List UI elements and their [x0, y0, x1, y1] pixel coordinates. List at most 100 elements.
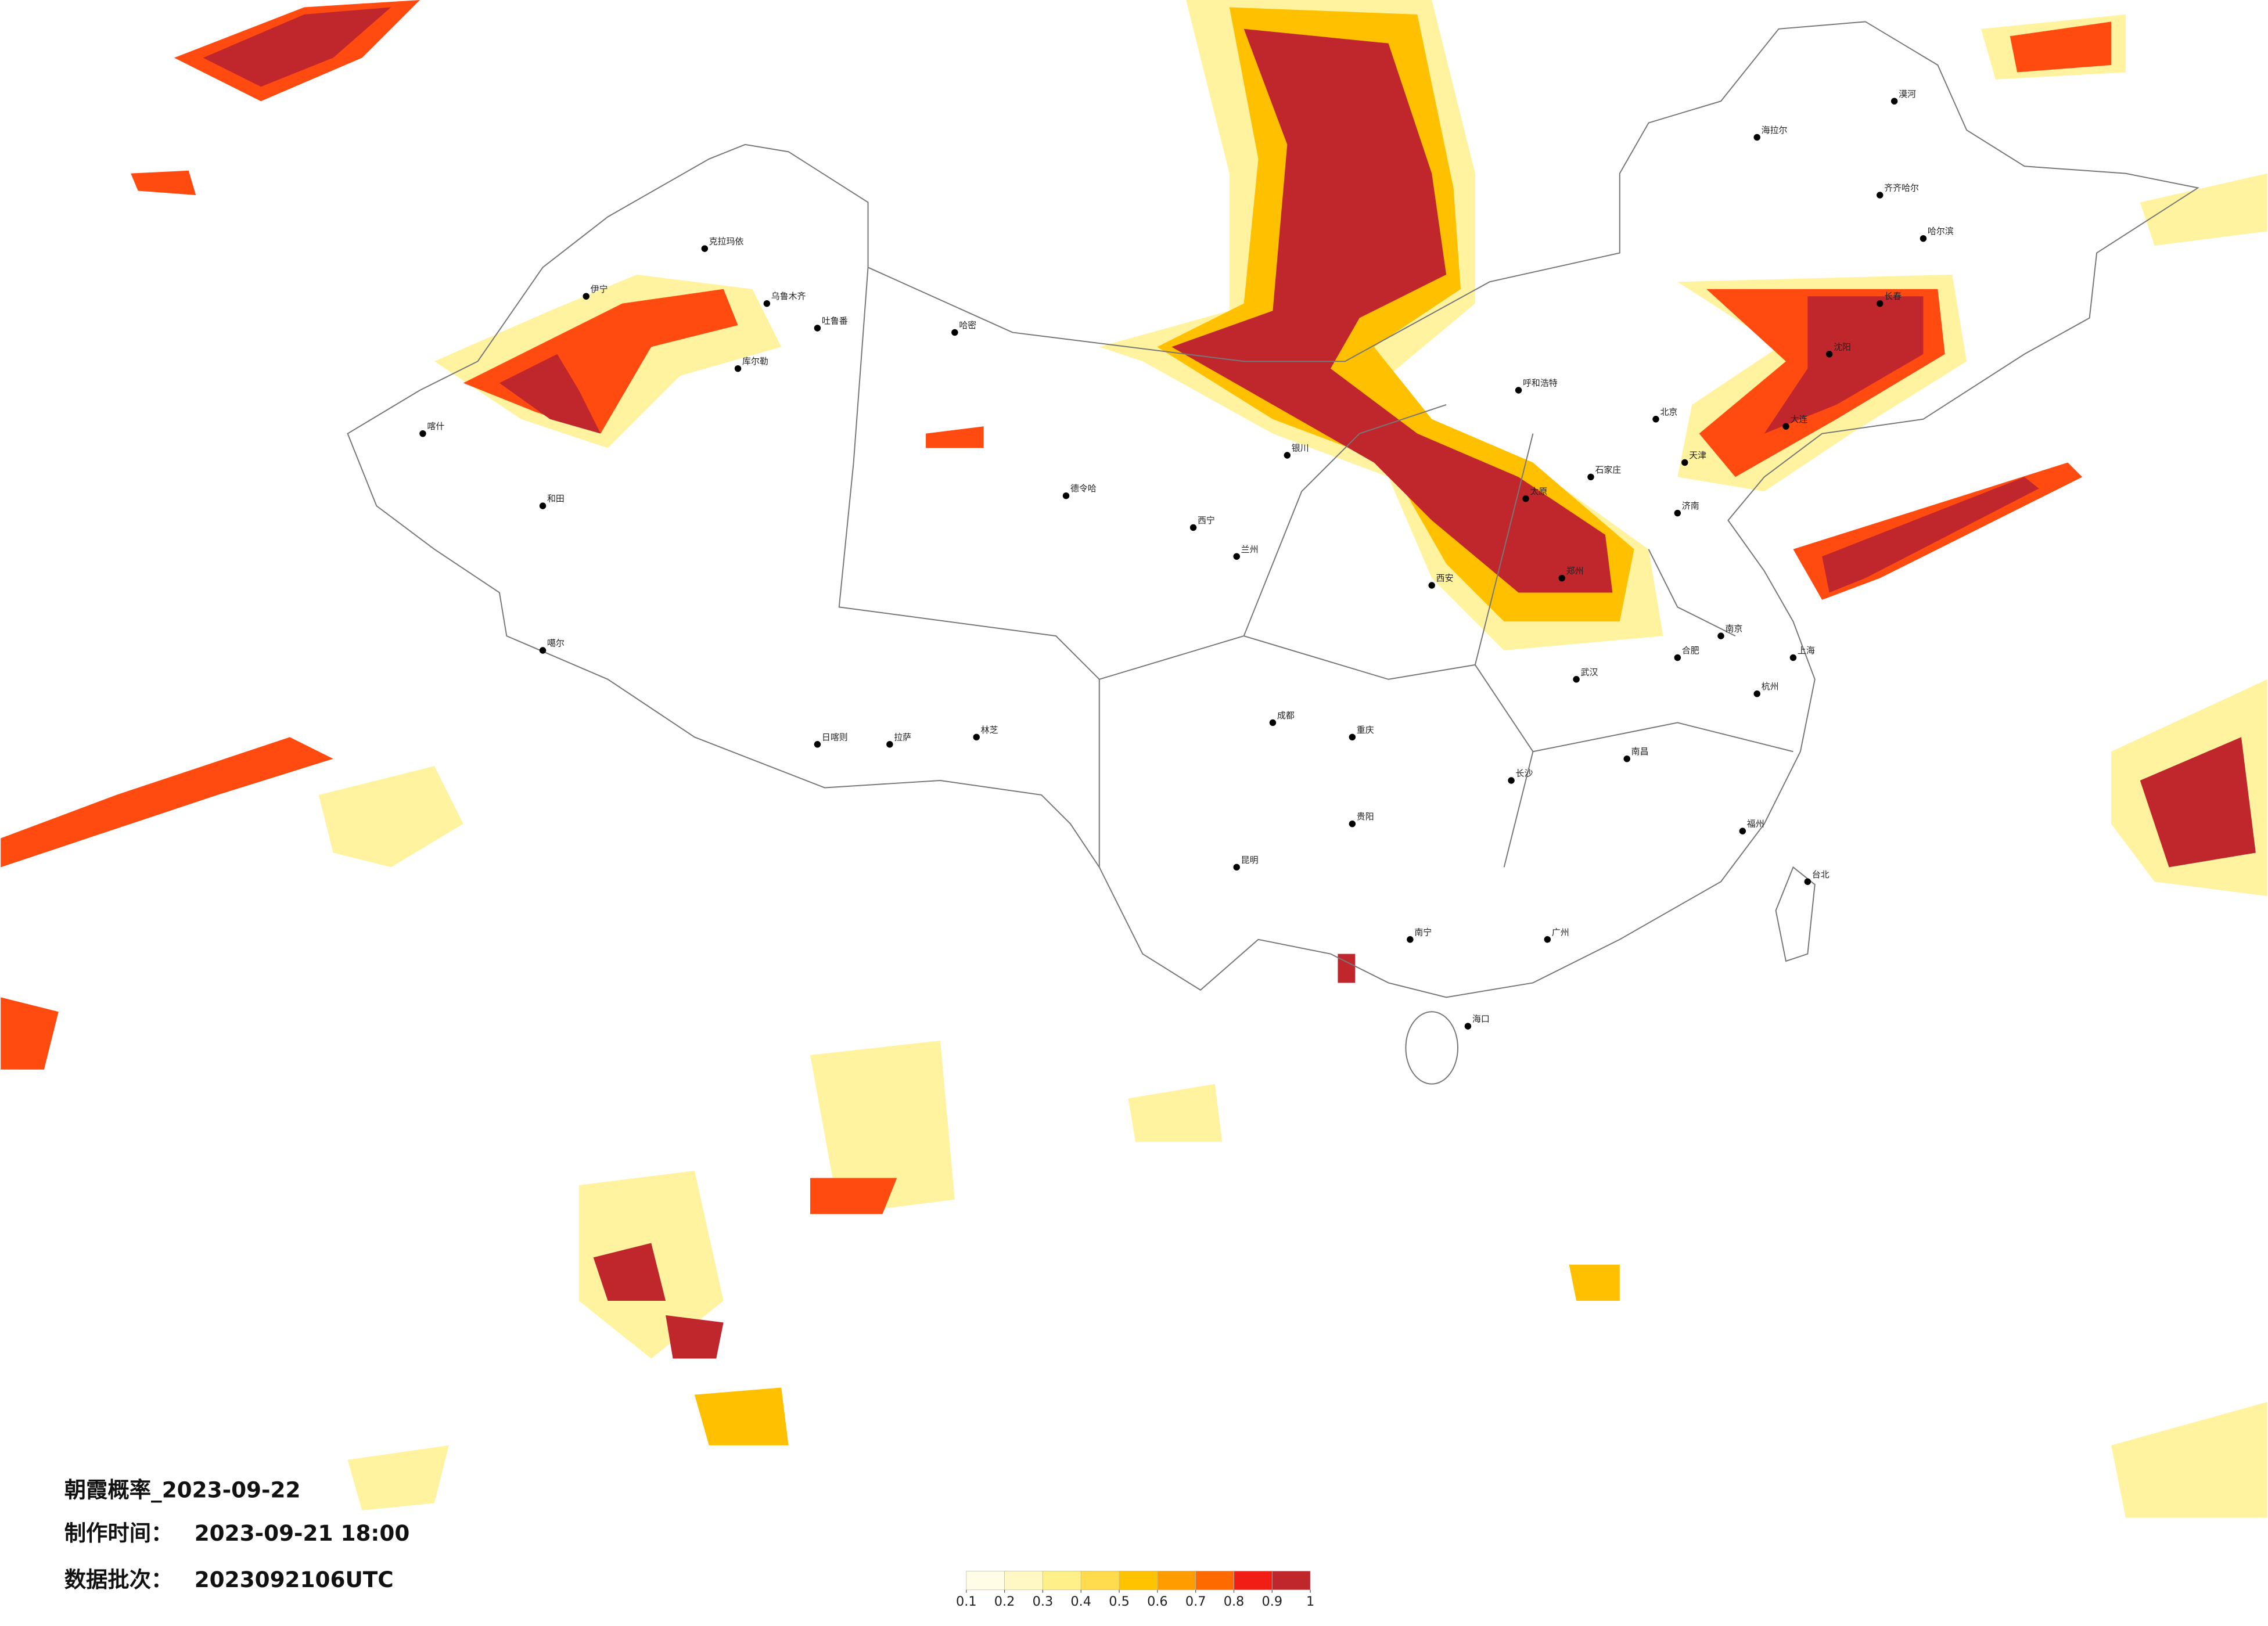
city-label: 贵阳: [1357, 811, 1374, 822]
city-dot: [1753, 690, 1760, 697]
city-dot: [1789, 654, 1797, 661]
field: [2140, 173, 2267, 246]
city-dot: [1464, 1023, 1472, 1030]
field: [666, 1315, 724, 1359]
city-label: 兰州: [1241, 544, 1259, 555]
field: [318, 766, 463, 868]
field: [2111, 1402, 2267, 1518]
city-label: 伊宁: [591, 284, 608, 294]
city-label: 长春: [1884, 291, 1902, 301]
city-dot: [539, 502, 547, 509]
city-label: 漠河: [1899, 89, 1916, 99]
field: [810, 1178, 897, 1214]
city-dot: [886, 741, 893, 748]
city-dot: [1269, 719, 1277, 726]
production-label: 制作时间：: [64, 1520, 173, 1546]
title: 朝霞概率_2023-09-22: [64, 1477, 301, 1502]
city-label: 呼和浩特: [1523, 378, 1558, 388]
city-label: 齐齐哈尔: [1884, 183, 1919, 193]
field: [1157, 7, 1634, 622]
city-label: 大连: [1790, 414, 1807, 425]
city-dot: [1717, 632, 1724, 639]
city-dot: [1825, 351, 1833, 358]
city-dot: [1920, 235, 1927, 242]
city-dot: [1573, 676, 1580, 683]
batch-label: 数据批次：: [64, 1567, 173, 1592]
city-label: 噶尔: [547, 638, 565, 649]
legend-swatch: [1004, 1571, 1043, 1591]
city-dot: [539, 647, 547, 654]
city-label: 银川: [1292, 443, 1309, 454]
city-label: 海拉尔: [1762, 125, 1788, 135]
country-border: [347, 21, 2199, 998]
city-dot: [1515, 387, 1522, 394]
field: [347, 1445, 449, 1510]
field: [593, 1243, 666, 1301]
city-label: 德令哈: [1070, 483, 1097, 494]
city-label: 喀什: [427, 421, 444, 431]
city-dot: [1623, 755, 1630, 762]
city-label: 南京: [1725, 624, 1742, 634]
city-label: 天津: [1689, 450, 1706, 461]
city-dot: [1233, 864, 1240, 871]
legend-tick-label: 0.5: [1109, 1594, 1130, 1609]
city-dot: [1558, 574, 1565, 582]
color-legend: 0.1 0.2 0.3 0.4 0.5 0.6 0.7 0.8 0.9 1: [956, 1571, 1314, 1609]
field: [1128, 1084, 1223, 1142]
city-label: 昆明: [1241, 855, 1259, 865]
city-dot: [1681, 459, 1688, 466]
field: [1, 737, 333, 868]
city-dot: [734, 365, 742, 372]
field: [203, 7, 391, 87]
legend-tick-label: 0.7: [1185, 1594, 1206, 1609]
city-dot: [1349, 820, 1356, 828]
city-dot: [1428, 582, 1435, 589]
legend-tick-label: 0.3: [1033, 1594, 1054, 1609]
field: [131, 170, 196, 195]
field: [1338, 954, 1356, 983]
city-label: 海口: [1472, 1014, 1490, 1024]
field: [1569, 1264, 1620, 1301]
field: [926, 426, 984, 448]
city-label: 林芝: [981, 725, 998, 735]
city-label: 台北: [1812, 869, 1830, 880]
city-dot: [1349, 733, 1356, 741]
province-border: [838, 267, 1793, 868]
city-label: 成都: [1277, 710, 1295, 721]
production-time: 2023-09-21 18:00: [195, 1520, 410, 1546]
city-label: 库尔勒: [742, 356, 768, 366]
city-label: 沈阳: [1834, 341, 1851, 352]
city-label: 长沙: [1516, 768, 1533, 779]
city-label: 重庆: [1357, 725, 1374, 735]
city-label: 西宁: [1198, 515, 1215, 526]
legend-tick-label: 0.9: [1262, 1594, 1283, 1609]
city-dot: [1587, 473, 1594, 481]
city-dot: [1284, 452, 1291, 459]
field: [499, 354, 601, 434]
probability-field: [1, 0, 2267, 1518]
city-dot: [1804, 878, 1811, 885]
city-label: 哈密: [959, 320, 976, 330]
city-label: 太原: [1530, 486, 1547, 497]
legend-swatch: [1234, 1571, 1273, 1591]
city-label: 哈尔滨: [1928, 226, 1954, 236]
city-dot: [1652, 416, 1659, 423]
field: [1171, 28, 1613, 593]
field: [1764, 296, 1924, 434]
city-label: 广州: [1552, 927, 1569, 937]
city-dot: [1522, 495, 1529, 502]
legend-swatch: [1271, 1571, 1311, 1591]
legend-swatch: [1080, 1571, 1120, 1591]
city-dot: [1877, 300, 1884, 307]
city-label: 武汉: [1581, 667, 1598, 677]
city-label: 北京: [1660, 406, 1677, 417]
legend-tick-label: 0.1: [956, 1594, 977, 1609]
city-label: 石家庄: [1595, 465, 1621, 475]
city-dot: [814, 325, 821, 332]
city-label: 合肥: [1682, 645, 1699, 656]
city-dot: [1753, 134, 1760, 141]
field: [2010, 21, 2111, 73]
field: [1822, 477, 2039, 593]
